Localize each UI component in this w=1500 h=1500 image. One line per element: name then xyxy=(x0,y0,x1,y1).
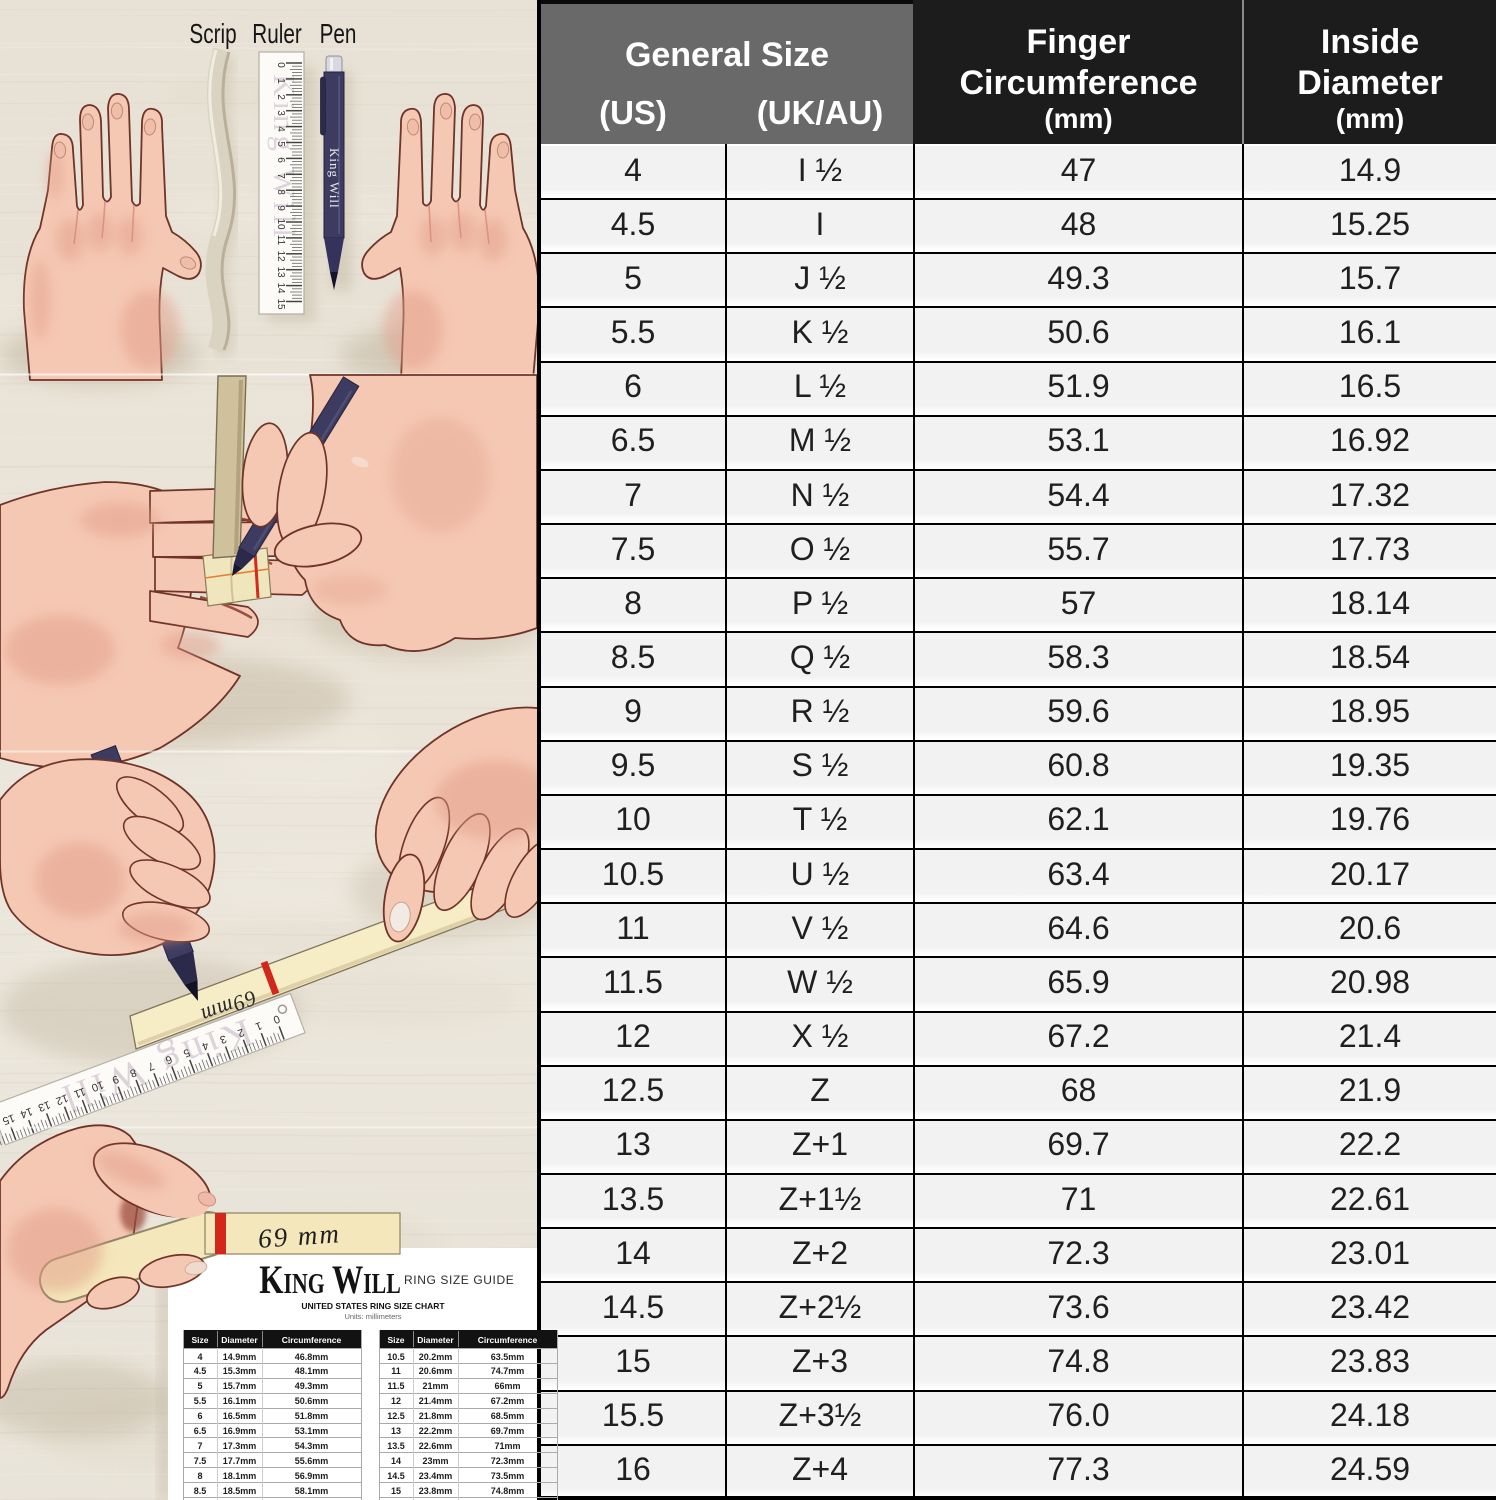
svg-text:King Will: King Will xyxy=(327,148,342,209)
svg-text:0: 0 xyxy=(271,1012,281,1025)
svg-text:9: 9 xyxy=(110,1072,120,1085)
svg-text:5: 5 xyxy=(275,141,286,147)
svg-text:3: 3 xyxy=(275,110,286,116)
svg-text:1: 1 xyxy=(254,1019,264,1032)
svg-text:12: 12 xyxy=(275,250,286,262)
svg-text:8: 8 xyxy=(275,189,286,195)
svg-text:2: 2 xyxy=(275,94,286,100)
svg-text:Ruler: Ruler xyxy=(252,19,302,50)
svg-text:15: 15 xyxy=(275,298,286,310)
svg-text:Pen: Pen xyxy=(320,19,357,50)
svg-text:Scrip: Scrip xyxy=(189,19,236,50)
svg-text:14: 14 xyxy=(275,282,286,294)
svg-text:7: 7 xyxy=(275,173,286,179)
svg-text:4: 4 xyxy=(200,1039,210,1052)
svg-text:13: 13 xyxy=(36,1098,52,1114)
svg-text:0: 0 xyxy=(275,62,286,68)
svg-text:10: 10 xyxy=(90,1078,106,1094)
svg-text:11: 11 xyxy=(275,235,286,246)
svg-text:8: 8 xyxy=(128,1066,138,1079)
svg-text:6: 6 xyxy=(275,157,286,163)
svg-text:69 mm: 69 mm xyxy=(257,1218,342,1254)
svg-text:4: 4 xyxy=(275,126,286,132)
svg-text:7: 7 xyxy=(146,1059,156,1072)
svg-text:1: 1 xyxy=(275,78,286,84)
svg-text:13: 13 xyxy=(275,266,286,278)
svg-text:2: 2 xyxy=(236,1026,246,1039)
svg-text:9: 9 xyxy=(275,205,286,211)
svg-text:5: 5 xyxy=(182,1046,192,1059)
svg-text:11: 11 xyxy=(72,1085,87,1100)
svg-text:14: 14 xyxy=(18,1105,34,1121)
svg-text:10: 10 xyxy=(275,218,286,230)
svg-text:3: 3 xyxy=(218,1032,228,1045)
svg-text:6: 6 xyxy=(164,1053,174,1066)
svg-text:12: 12 xyxy=(54,1091,70,1107)
svg-text:15: 15 xyxy=(1,1111,17,1127)
